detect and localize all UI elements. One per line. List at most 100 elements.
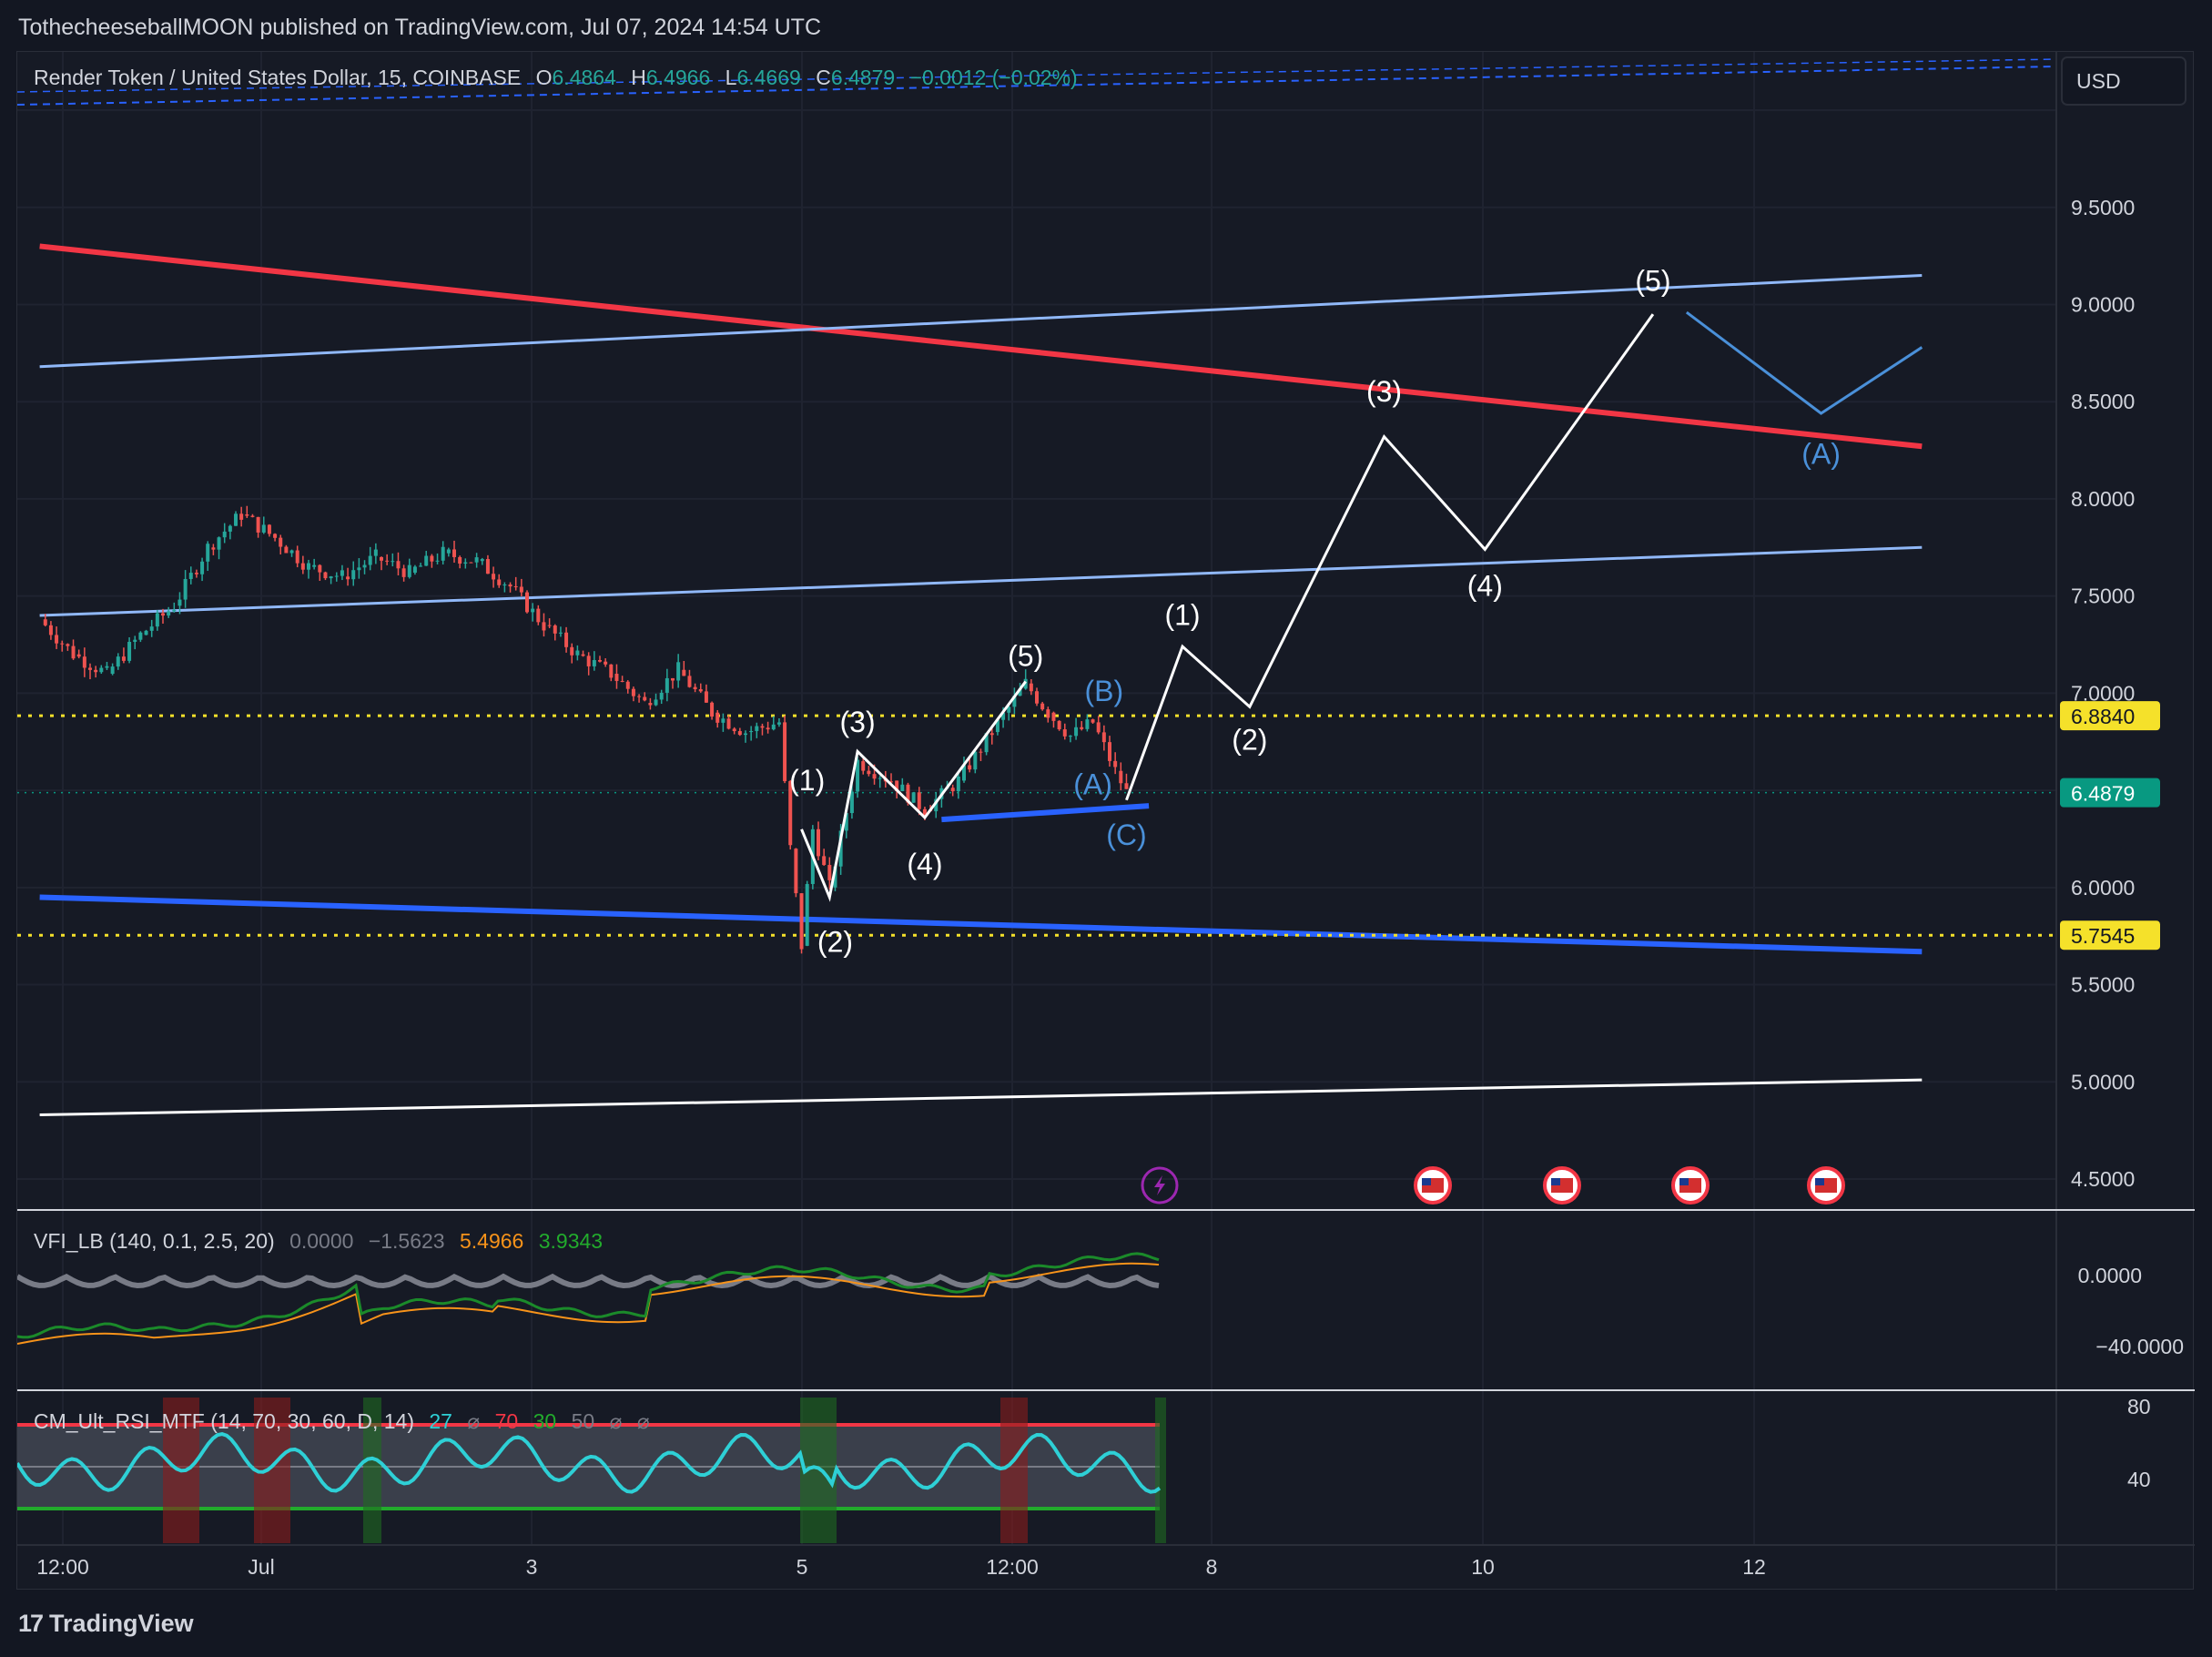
rsi-value-1: 27: [429, 1409, 452, 1433]
candle-body: [396, 561, 401, 569]
candle-body: [979, 751, 983, 753]
candle-body: [856, 759, 860, 792]
candle-body: [94, 669, 98, 673]
candle-body: [547, 625, 552, 626]
candle-body: [419, 565, 423, 567]
price-tick: 7.0000: [2071, 681, 2135, 705]
candle-body: [755, 726, 759, 731]
future-correction-path: [1685, 310, 1923, 415]
candle-body: [586, 656, 591, 666]
candle-body: [1012, 696, 1017, 707]
rsi-value-5: 50: [572, 1409, 595, 1433]
time-tick: 12:00: [986, 1555, 1039, 1579]
wave-label-proj-4: (4): [1467, 570, 1503, 603]
candle-body: [1018, 688, 1022, 696]
candle-body: [542, 622, 546, 631]
candle-body: [340, 570, 344, 576]
price-axis[interactable]: 9.5000 9.0000 8.5000 8.0000 7.5000 7.0000 6.00…: [2055, 52, 2160, 1591]
candle-body: [497, 579, 502, 585]
candle-body: [676, 662, 681, 681]
price-tick: 9.5000: [2071, 196, 2135, 219]
legend-close: 6.4879: [831, 66, 895, 89]
candle-body: [665, 677, 669, 693]
projection-path: [1125, 313, 1655, 801]
candle-body: [643, 696, 647, 701]
candle-body: [284, 546, 289, 554]
rsi-highlight: [363, 1398, 381, 1543]
candle-body: [715, 712, 720, 723]
vfi-histogram: [15, 1273, 1160, 1289]
candle-body: [452, 549, 456, 557]
time-tick: 5: [797, 1555, 808, 1579]
candle-body: [380, 556, 383, 561]
candle-body: [710, 702, 715, 717]
candle-body: [508, 584, 512, 587]
candle-body: [760, 726, 765, 728]
candle-body: [682, 669, 686, 676]
vfi-value-2: −1.5623: [369, 1229, 445, 1253]
candle-body: [844, 813, 848, 831]
chart-svg[interactable]: (1) (2) (3) (4) (5) (A) (B) (C) (1) (2) (3) (4) (5) (…: [15, 52, 2195, 1591]
vfi-legend: VFI_LB (140, 0.1, 2.5, 20) 0.0000 −1.562…: [34, 1229, 603, 1253]
candle-body: [407, 564, 411, 577]
candle-body: [458, 556, 462, 564]
candle-body: [172, 609, 177, 612]
candle-body: [1080, 727, 1084, 729]
candle-body: [575, 650, 580, 656]
candle-body: [71, 646, 76, 659]
event-icons: [1141, 1166, 1845, 1205]
candle-body: [749, 730, 754, 733]
candle-body: [776, 722, 781, 725]
candle-body: [1091, 719, 1095, 723]
candle-body: [827, 865, 832, 880]
time-axis[interactable]: 12:00 Jul 3 5 12:00 8 10 12: [36, 1555, 1766, 1579]
candle-body: [922, 808, 927, 816]
candle-body: [368, 555, 372, 565]
candle-body: [900, 784, 905, 792]
trendline-short-blue-support: [941, 803, 1150, 823]
candle-body: [726, 718, 731, 729]
candle-body: [849, 791, 854, 814]
tradingview-brand[interactable]: 17 TradingView: [18, 1610, 194, 1638]
wave-label-future-a: (A): [1801, 438, 1841, 471]
legend-high: 6.4966: [646, 66, 710, 89]
vfi-signal-line: [16, 1262, 1160, 1345]
candle-body: [222, 531, 227, 538]
wave-label-proj-3: (3): [1366, 375, 1402, 408]
candle-body: [1124, 783, 1129, 789]
candle-body: [513, 585, 518, 587]
brand-name: TradingView: [49, 1610, 194, 1637]
time-tick: 10: [1471, 1555, 1495, 1579]
candle-body: [637, 696, 642, 697]
wave-label-proj-1: (1): [1164, 599, 1200, 632]
currency-button[interactable]: USD: [2061, 56, 2187, 106]
candle-body: [391, 561, 395, 563]
candle-body: [553, 625, 557, 634]
price-badge-label: 6.4879: [2071, 782, 2135, 806]
currency-label: USD: [2076, 69, 2121, 93]
candle-body: [973, 751, 978, 770]
candle-body: [228, 525, 232, 532]
candle-body: [794, 849, 798, 894]
candle-body: [654, 699, 658, 706]
candle-body: [1096, 722, 1101, 733]
legend-low: 6.4669: [736, 66, 800, 89]
vfi-main-line: [16, 1252, 1160, 1339]
chart-frame[interactable]: (1) (2) (3) (4) (5) (A) (B) (C) (1) (2) (3) (4) (5) (…: [15, 51, 2195, 1591]
candle-body: [906, 784, 910, 803]
elliott-waves: (1) (2) (3) (4) (5) (A) (B) (C) (1) (2) (3) (4) (5) (…: [789, 265, 1923, 958]
candle-body: [1046, 709, 1050, 718]
lightning-glyph: [1154, 1175, 1165, 1195]
candle-body: [558, 632, 563, 634]
candle-body: [1085, 719, 1090, 729]
rsi-value-6: ⌀: [610, 1409, 623, 1433]
time-tick: 12: [1742, 1555, 1766, 1579]
candle-body: [536, 608, 541, 623]
candle-body: [273, 534, 278, 538]
candle-body: [485, 559, 490, 574]
candle-body: [995, 719, 999, 733]
price-tick: 4.5000: [2071, 1167, 2135, 1191]
candle-body: [48, 625, 53, 635]
candle-body: [116, 656, 120, 667]
candle-body: [60, 643, 65, 645]
